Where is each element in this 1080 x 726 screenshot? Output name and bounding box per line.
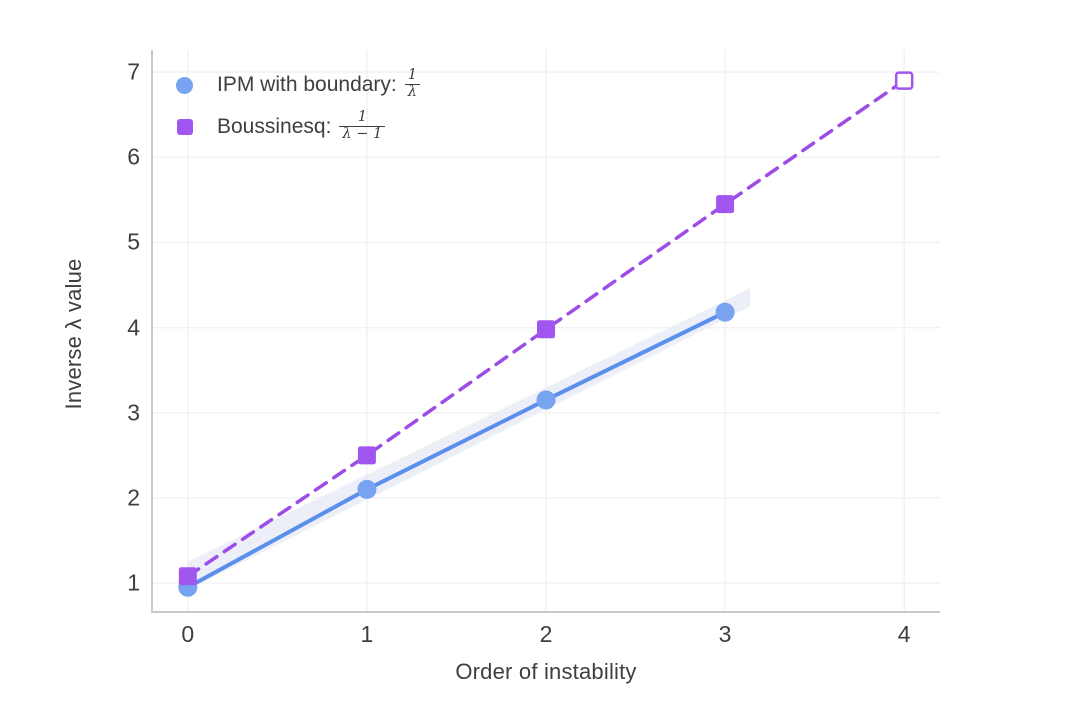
x-axis-title: Order of instability [455,659,637,684]
legend-label-boussinesq: Boussinesq: [217,115,332,138]
data-point-boussinesq [716,195,735,214]
legend-item-ipm: IPM with boundary: 1 λ [176,64,420,106]
fraction-one-over-lambda-minus-one: 1 λ − 1 [339,108,386,143]
data-point-boussinesq [178,567,197,586]
y-tick-label: 2 [127,484,140,511]
legend: IPM with boundary: 1 λ Boussinesq: 1 λ −… [176,64,420,148]
data-point-boussinesq-open [894,71,914,90]
legend-item-text: IPM with boundary: 1 λ [217,66,420,102]
legend-label-ipm: IPM with boundary: [217,73,397,96]
fraction-one-over-lambda: 1 λ [404,66,420,101]
data-point-ipm [357,479,377,499]
legend-square-marker-icon [177,119,193,135]
fraction-numerator: 1 [407,66,417,83]
y-tick-label: 4 [127,314,140,341]
fraction-denominator: λ [404,83,420,101]
y-tick-label: 5 [127,228,140,255]
x-tick-label: 4 [897,621,911,647]
x-tick-label: 1 [360,621,374,647]
x-tick-label: 0 [181,621,195,647]
ipm-line [185,310,728,590]
data-point-boussinesq [537,320,555,339]
legend-circle-marker-icon [176,76,193,94]
y-tick-label: 7 [127,58,140,85]
legend-item-boussinesq: Boussinesq: 1 λ − 1 [176,106,420,148]
y-tick-label: 1 [127,569,140,596]
x-tick-label: 2 [539,621,553,647]
fraction-denominator: λ − 1 [339,125,386,143]
x-tick-label: 3 [718,621,732,647]
data-point-ipm [536,390,556,410]
y-tick-label: 6 [127,143,140,170]
y-tick-label: 3 [127,399,140,426]
data-point-ipm [715,302,735,322]
boussinesq-line [186,78,906,578]
fraction-numerator: 1 [357,108,367,125]
legend-item-text: Boussinesq: 1 λ − 1 [217,108,386,144]
data-point-boussinesq [357,446,376,465]
